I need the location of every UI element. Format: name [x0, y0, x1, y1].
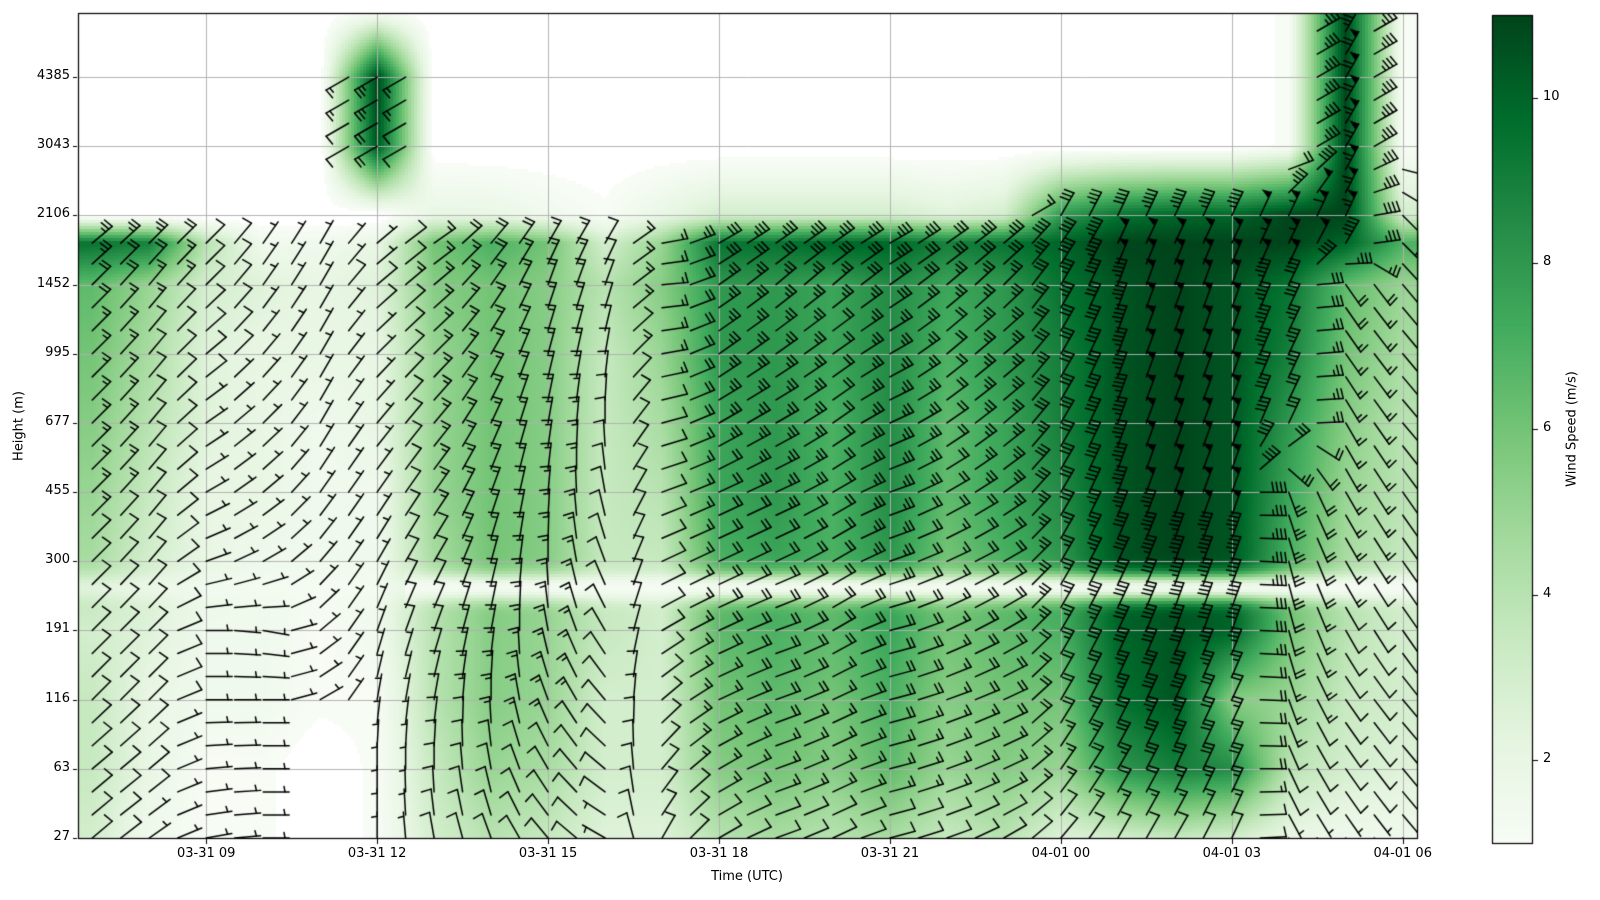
colorbar-tick-label-3: 8 [1543, 254, 1552, 270]
colorbar-tick-label-2: 6 [1543, 420, 1552, 435]
colorbar-tick-label-0: 2 [1543, 751, 1552, 767]
y-tick-label-3: 191 [45, 621, 70, 637]
x-tick-label-3: 03-31 18 [689, 846, 749, 861]
y-tick-label-8: 1452 [36, 275, 70, 291]
colorbar-title: Wind Speed (m/s) [1564, 371, 1580, 487]
x-tick-label-2: 03-31 15 [518, 846, 578, 861]
y-tick-label-10: 3043 [36, 137, 70, 153]
x-tick-label-1: 03-31 12 [347, 846, 407, 861]
y-tick-label-5: 455 [45, 483, 70, 499]
y-tick-label-6: 677 [45, 413, 70, 429]
x-tick-label-6: 04-01 03 [1202, 846, 1262, 861]
x-tick-label-0: 03-31 09 [176, 846, 236, 861]
x-axis-title: Time (UTC) [711, 869, 783, 884]
x-tick-label-7: 04-01 06 [1373, 846, 1432, 861]
colorbar-tick-label-1: 4 [1543, 585, 1552, 601]
y-tick-label-4: 300 [45, 552, 70, 568]
y-tick-label-0: 27 [53, 829, 70, 844]
y-tick-label-9: 2106 [36, 206, 70, 222]
y-tick-label-11: 4385 [36, 68, 70, 84]
x-tick-label-5: 04-01 00 [1031, 846, 1091, 861]
y-tick-label-7: 995 [45, 344, 70, 360]
y-tick-label-2: 116 [45, 690, 70, 706]
x-tick-label-4: 03-31 21 [860, 846, 920, 861]
y-tick-label-1: 63 [53, 759, 70, 775]
colorbar-tick-label-4: 10 [1543, 88, 1560, 104]
